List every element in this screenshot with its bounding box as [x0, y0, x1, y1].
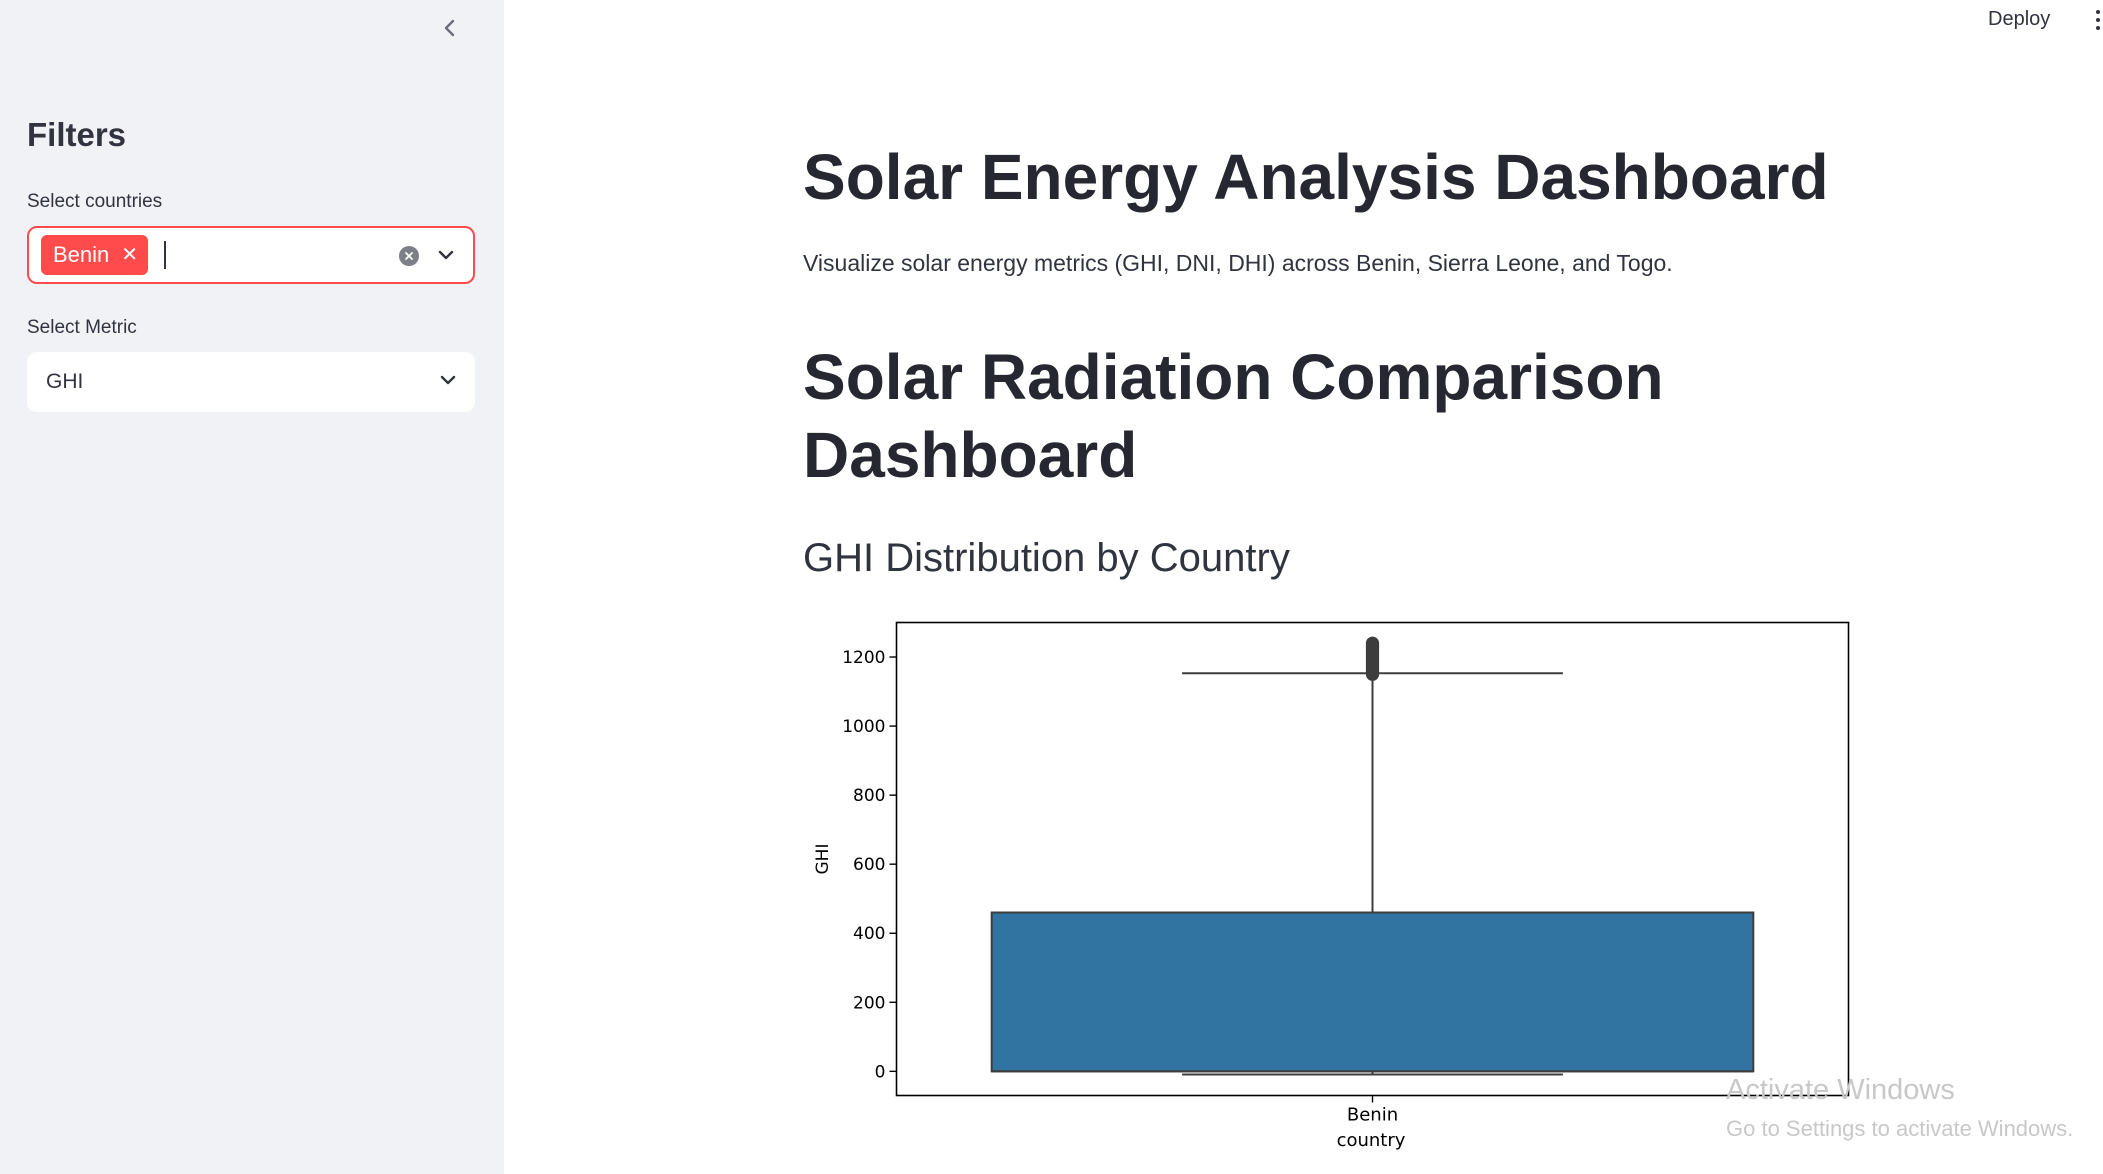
boxes	[990, 636, 1755, 1076]
chevron-left-icon	[444, 19, 455, 37]
country-chip-benin: Benin ✕	[41, 235, 149, 275]
y-tick-label: 0	[875, 1062, 886, 1082]
countries-label: Select countries	[27, 191, 163, 212]
countries-multiselect[interactable]: Benin ✕	[27, 226, 475, 284]
ghi-box-plot: 0 200 400 600 800 1000 1200 Benin GHI country	[813, 621, 1850, 1151]
text-cursor	[164, 241, 167, 269]
collapse-sidebar-button[interactable]	[432, 10, 468, 46]
x-tick-label: Benin	[1347, 1105, 1398, 1126]
page-title: Solar Energy Analysis Dashboard	[803, 141, 1829, 213]
plot-frame	[895, 621, 1850, 1097]
clear-all-icon[interactable]	[399, 246, 419, 266]
activate-windows-title: Activate Windows	[1726, 1074, 1955, 1106]
y-tick-label: 200	[853, 993, 885, 1013]
metric-label: Select Metric	[27, 317, 137, 338]
y-tick-label: 400	[853, 924, 885, 944]
sidebar: Filters Select countries Benin ✕ Select …	[0, 0, 504, 1174]
y-tick-label: 1200	[842, 648, 885, 668]
y-tick-label: 800	[853, 786, 885, 806]
chart-title: GHI Distribution by Country	[803, 536, 1290, 580]
remove-chip-icon[interactable]: ✕	[121, 244, 139, 266]
activate-windows-subtitle: Go to Settings to activate Windows.	[1726, 1116, 2074, 1141]
vertical-dots-icon[interactable]	[2094, 10, 2102, 30]
chevron-down-icon[interactable]	[435, 244, 457, 266]
y-axis: 0 200 400 600 800 1000 1200	[842, 648, 897, 1082]
intro-text: Visualize solar energy metrics (GHI, DNI…	[803, 250, 1673, 276]
chevron-down-icon	[440, 375, 456, 385]
x-axis: Benin	[1347, 1095, 1398, 1126]
filters-title: Filters	[27, 116, 127, 153]
y-tick-label: 600	[853, 855, 885, 875]
metric-select-value: GHI	[46, 370, 84, 393]
deploy-button[interactable]: Deploy	[1988, 8, 2051, 30]
metric-select[interactable]: GHI	[27, 352, 475, 412]
chip-label: Benin	[53, 242, 110, 267]
outlier-points	[1365, 636, 1380, 681]
y-axis-label: GHI	[813, 844, 833, 875]
section-title: Solar Radiation Comparison Dashboard	[803, 341, 1664, 491]
y-tick-label: 1000	[842, 717, 885, 737]
iqr-box	[990, 911, 1755, 1073]
x-axis-label: country	[1337, 1130, 1406, 1151]
